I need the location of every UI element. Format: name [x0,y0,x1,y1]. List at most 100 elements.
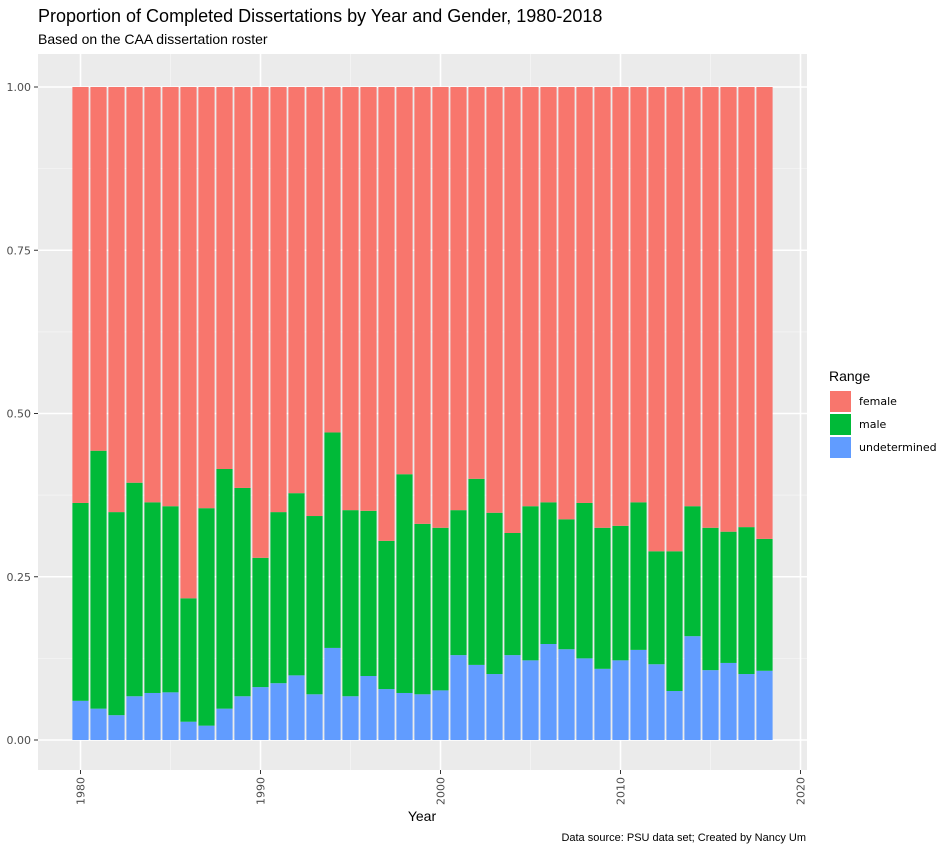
bar-female-1982 [108,87,125,513]
legend-label-female: female [859,395,897,408]
bar-female-1985 [162,87,179,507]
bar-undetermined-2015 [702,670,719,740]
bar-female-1997 [378,87,395,541]
bar-undetermined-2006 [540,644,557,740]
legend-key-female [830,391,851,412]
x-tick-label: 2020 [795,777,808,805]
y-tick-label: 0.50 [7,408,32,421]
bar-undetermined-2000 [432,690,449,740]
chart-title: Proportion of Completed Dissertations by… [38,6,602,26]
bar-undetermined-2013 [666,691,683,740]
bar-male-1980 [72,502,89,701]
bar-male-1982 [108,512,125,716]
bar-female-1991 [270,87,287,513]
bar-female-2010 [612,87,629,526]
bar-male-2008 [576,502,593,659]
bar-male-2007 [558,519,575,650]
bar-female-2016 [720,87,737,532]
legend-label-male: male [859,418,887,431]
bar-female-1992 [288,87,305,494]
bar-female-2004 [504,87,521,533]
bar-female-2015 [702,87,719,528]
bar-male-2002 [468,478,485,665]
bar-undetermined-2014 [684,636,701,740]
bar-female-1988 [216,87,233,470]
bar-undetermined-1982 [108,715,125,740]
legend-title: Range [829,368,870,384]
bar-undetermined-1994 [324,647,341,740]
bar-undetermined-1984 [144,692,161,740]
bar-female-2011 [630,87,647,503]
bar-female-1989 [234,87,251,488]
bar-male-1988 [216,469,233,709]
bar-male-1981 [90,450,107,709]
bar-female-2014 [684,87,701,507]
bar-female-2007 [558,87,575,520]
bar-undetermined-1995 [342,696,359,740]
legend-key-male [830,414,851,435]
bar-male-2017 [738,527,755,675]
bars [72,87,773,740]
bar-undetermined-1991 [270,683,287,740]
bar-undetermined-1992 [288,675,305,740]
y-axis: 0.00 0.25 0.50 0.75 1.00 [7,81,38,747]
bar-male-2018 [756,538,773,671]
y-tick-label: 0.00 [7,734,32,747]
bar-female-1983 [126,87,143,483]
x-axis-title: Year [408,808,437,824]
bar-undetermined-1986 [180,721,197,740]
bar-male-1996 [360,510,377,677]
bar-undetermined-1997 [378,689,395,740]
bar-female-2005 [522,87,539,507]
bar-female-2017 [738,87,755,528]
bar-female-2009 [594,87,611,528]
bar-female-2000 [432,87,449,528]
x-tick-label: 2000 [435,777,448,805]
bar-undetermined-1988 [216,708,233,740]
bar-female-1981 [90,87,107,451]
bar-undetermined-2010 [612,660,629,740]
bar-undetermined-2001 [450,655,467,740]
bar-undetermined-2005 [522,660,539,740]
x-axis: 1980 1990 2000 2010 2020 [75,770,808,805]
bar-undetermined-1981 [90,708,107,740]
bar-undetermined-2009 [594,668,611,740]
bar-undetermined-2002 [468,664,485,740]
bar-male-2014 [684,506,701,637]
bar-female-2012 [648,87,665,552]
bar-female-1980 [72,87,89,503]
bar-female-1986 [180,87,197,599]
bar-female-1998 [396,87,413,475]
bar-female-1994 [324,87,341,433]
bar-male-1995 [342,510,359,697]
bar-undetermined-1989 [234,696,251,740]
bar-female-1987 [198,87,215,509]
bar-female-1999 [414,87,431,524]
legend-label-undetermined: undetermined [859,441,937,454]
bar-female-1996 [360,87,377,511]
bar-male-1991 [270,512,287,684]
bar-female-1984 [144,87,161,503]
bar-undetermined-2012 [648,664,665,740]
bar-male-1994 [324,432,341,648]
bar-male-2009 [594,527,611,669]
bar-male-2012 [648,551,665,665]
bar-undetermined-1980 [72,700,89,740]
bar-female-1990 [252,87,269,558]
bar-undetermined-2003 [486,674,503,740]
bar-male-1999 [414,523,431,695]
bar-female-2018 [756,87,773,539]
bar-female-2003 [486,87,503,513]
bar-undetermined-1999 [414,694,431,740]
bar-male-2015 [702,527,719,671]
bar-male-2000 [432,527,449,691]
bar-male-1990 [252,557,269,688]
bar-undetermined-2018 [756,670,773,740]
bar-male-1998 [396,474,413,693]
bar-male-1997 [378,540,395,690]
bar-male-1986 [180,598,197,722]
bar-undetermined-1996 [360,676,377,740]
y-tick-label: 0.25 [7,571,32,584]
chart-caption: Data source: PSU data set; Created by Na… [561,832,806,844]
